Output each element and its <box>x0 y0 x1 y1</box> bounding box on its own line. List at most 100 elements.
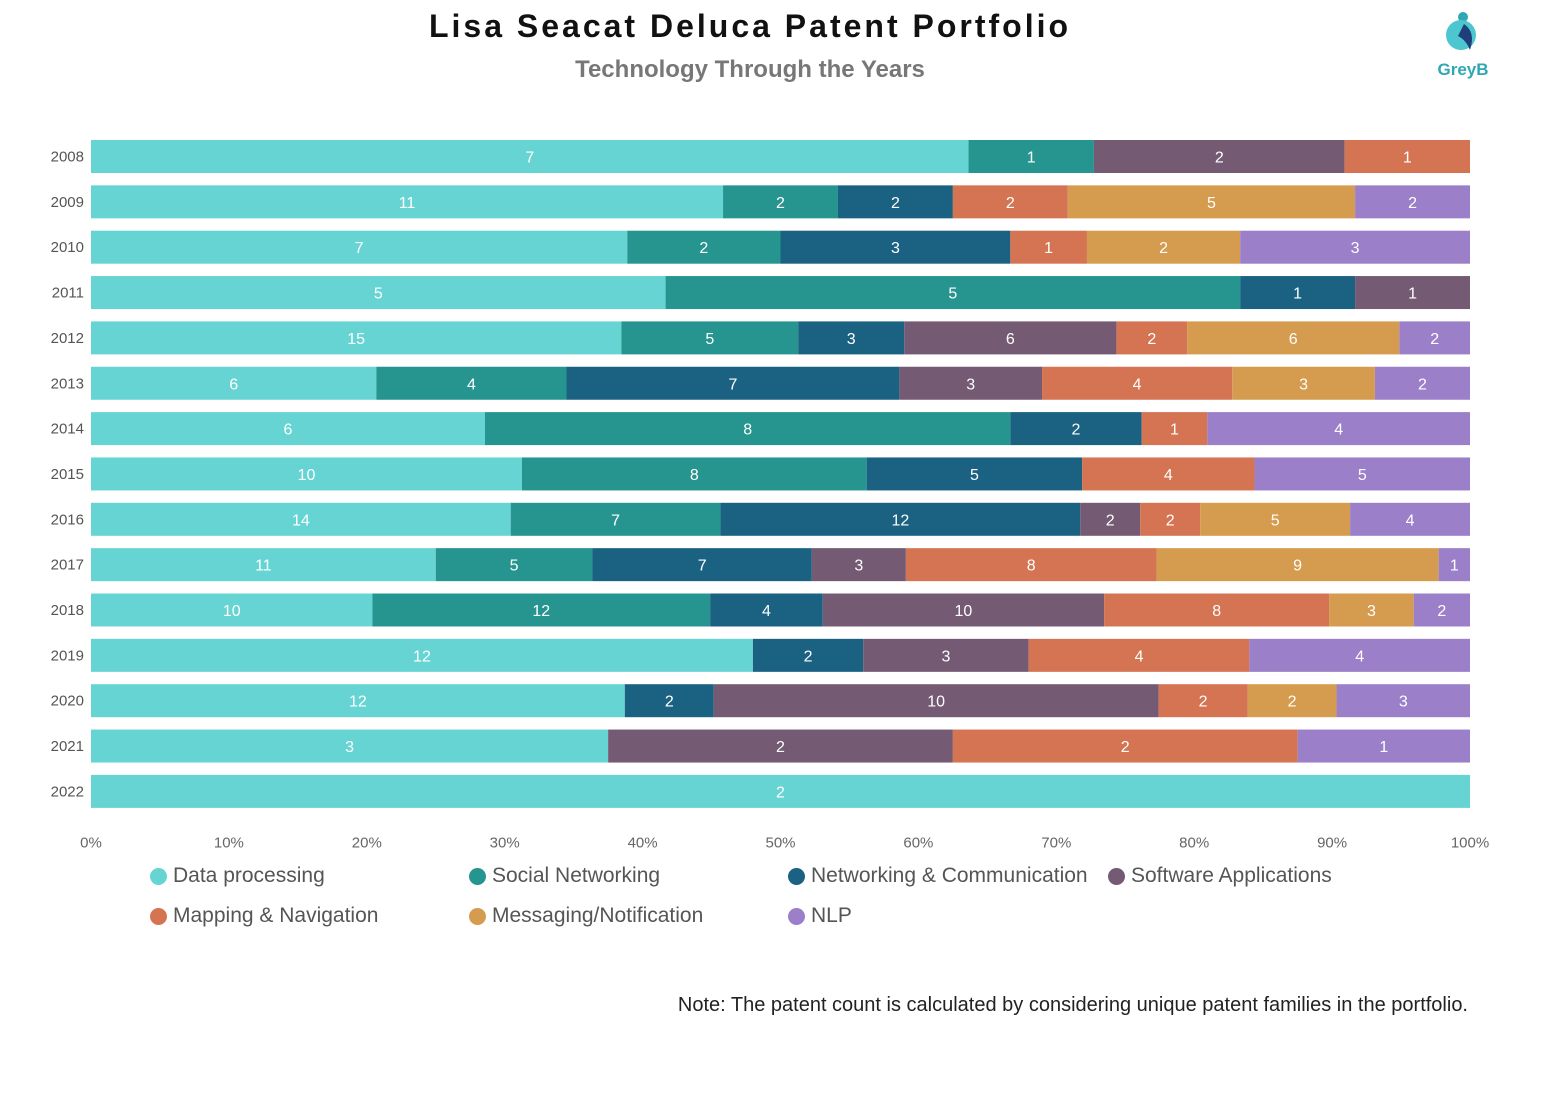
bar-segment <box>899 366 1043 400</box>
year-label: 2011 <box>52 285 84 302</box>
bar-segment <box>1187 321 1400 355</box>
data-label: 2 <box>776 784 785 801</box>
bar-segment <box>1254 457 1470 491</box>
legend-item: Social Networking <box>469 864 660 888</box>
chart-subtitle: Technology Through the Years <box>575 56 925 83</box>
data-label: 5 <box>1358 467 1367 484</box>
data-label: 9 <box>1293 558 1302 575</box>
legend-item: Software Applications <box>1108 864 1332 888</box>
x-tick-label: 20% <box>352 834 382 851</box>
data-label: 2 <box>776 739 785 756</box>
x-tick-label: 30% <box>490 834 520 851</box>
data-label: 2 <box>1106 512 1115 529</box>
bar-segment <box>435 548 593 582</box>
bar-segment <box>510 502 721 536</box>
bar-segment <box>592 548 812 582</box>
data-label: 1 <box>1027 150 1036 167</box>
legend-label: Messaging/Notification <box>492 904 704 927</box>
bar-segment <box>91 502 511 536</box>
year-label: 2010 <box>51 239 84 256</box>
data-label: 1 <box>1450 558 1459 575</box>
bar-segment <box>627 230 781 264</box>
data-label: 8 <box>1027 558 1036 575</box>
data-label: 3 <box>847 331 856 348</box>
data-label: 1 <box>1170 422 1179 439</box>
data-label: 3 <box>891 240 900 257</box>
bar-segment <box>968 140 1094 173</box>
data-label: 5 <box>510 558 519 575</box>
data-label: 7 <box>355 240 364 257</box>
bar-segment <box>1336 684 1470 718</box>
bar-segment <box>1140 502 1201 536</box>
bar-segment <box>91 185 724 219</box>
data-label: 1 <box>1293 286 1302 303</box>
bar-segment <box>866 457 1083 491</box>
bar-segment <box>91 774 1470 808</box>
year-label: 2013 <box>51 375 84 392</box>
greyb-logo-icon <box>1446 12 1476 50</box>
bar-segment <box>566 366 900 400</box>
legend-swatch <box>150 907 167 925</box>
data-label: 2 <box>699 240 708 257</box>
data-label: 4 <box>1133 376 1142 393</box>
bar-segment <box>1116 321 1188 355</box>
bar-segment <box>1438 548 1470 582</box>
bar-segment <box>1086 230 1241 264</box>
data-label: 7 <box>525 150 534 167</box>
greyb-logo: GreyB <box>1428 10 1498 85</box>
data-label: 1 <box>1408 286 1417 303</box>
bar-segment <box>863 638 1029 672</box>
data-label: 2 <box>1418 376 1427 393</box>
bar-segment <box>1080 502 1141 536</box>
data-label: 7 <box>611 512 620 529</box>
data-label: 2 <box>1121 739 1130 756</box>
bar-segment <box>1249 638 1470 672</box>
bar-segment <box>1042 366 1233 400</box>
x-tick-label: 40% <box>628 834 658 851</box>
data-label: 2 <box>891 195 900 212</box>
bar-segment <box>91 140 969 173</box>
data-label: 11 <box>255 558 272 575</box>
data-label: 2 <box>1288 694 1297 711</box>
year-label: 2019 <box>51 647 84 664</box>
bar-segment <box>485 412 1011 446</box>
bar-segment <box>1240 230 1470 264</box>
data-label: 8 <box>1212 603 1221 620</box>
legend-label: Mapping & Navigation <box>173 904 379 927</box>
year-label: 2020 <box>51 693 84 710</box>
bar-segment <box>1093 140 1345 173</box>
data-label: 4 <box>1135 648 1144 665</box>
data-label: 2 <box>1430 331 1439 348</box>
data-label: 2 <box>1006 195 1015 212</box>
bar-segment <box>1010 230 1087 264</box>
data-label: 4 <box>1406 512 1415 529</box>
bar-segment <box>713 684 1159 718</box>
x-tick-label: 10% <box>214 834 244 851</box>
bar-segment <box>608 729 953 763</box>
bar-segment <box>91 412 485 446</box>
bar-segment <box>1247 684 1337 718</box>
legend-swatch <box>469 907 486 925</box>
data-label: 3 <box>854 558 863 575</box>
legend-label: NLP <box>811 904 852 927</box>
bar-segment <box>91 593 373 627</box>
x-tick-label: 60% <box>903 834 933 851</box>
x-tick-label: 0% <box>80 834 102 851</box>
data-label: 4 <box>1334 422 1343 439</box>
legend-item: NLP <box>788 904 852 928</box>
data-label: 2 <box>1215 150 1224 167</box>
data-label: 3 <box>1367 603 1376 620</box>
bar-segment <box>1082 457 1255 491</box>
data-label: 2 <box>1072 422 1081 439</box>
bar-segment <box>1355 276 1470 310</box>
footnote: Note: The patent count is calculated by … <box>677 994 1468 1016</box>
legend-item: Data processing <box>150 864 325 888</box>
bar-segment <box>1399 321 1470 355</box>
bar-segment <box>811 548 906 582</box>
data-label: 8 <box>690 467 699 484</box>
bar-segment <box>1156 548 1439 582</box>
bar-segment <box>1158 684 1248 718</box>
data-label: 10 <box>955 603 973 620</box>
bar-segment <box>91 548 436 582</box>
data-label: 4 <box>762 603 771 620</box>
